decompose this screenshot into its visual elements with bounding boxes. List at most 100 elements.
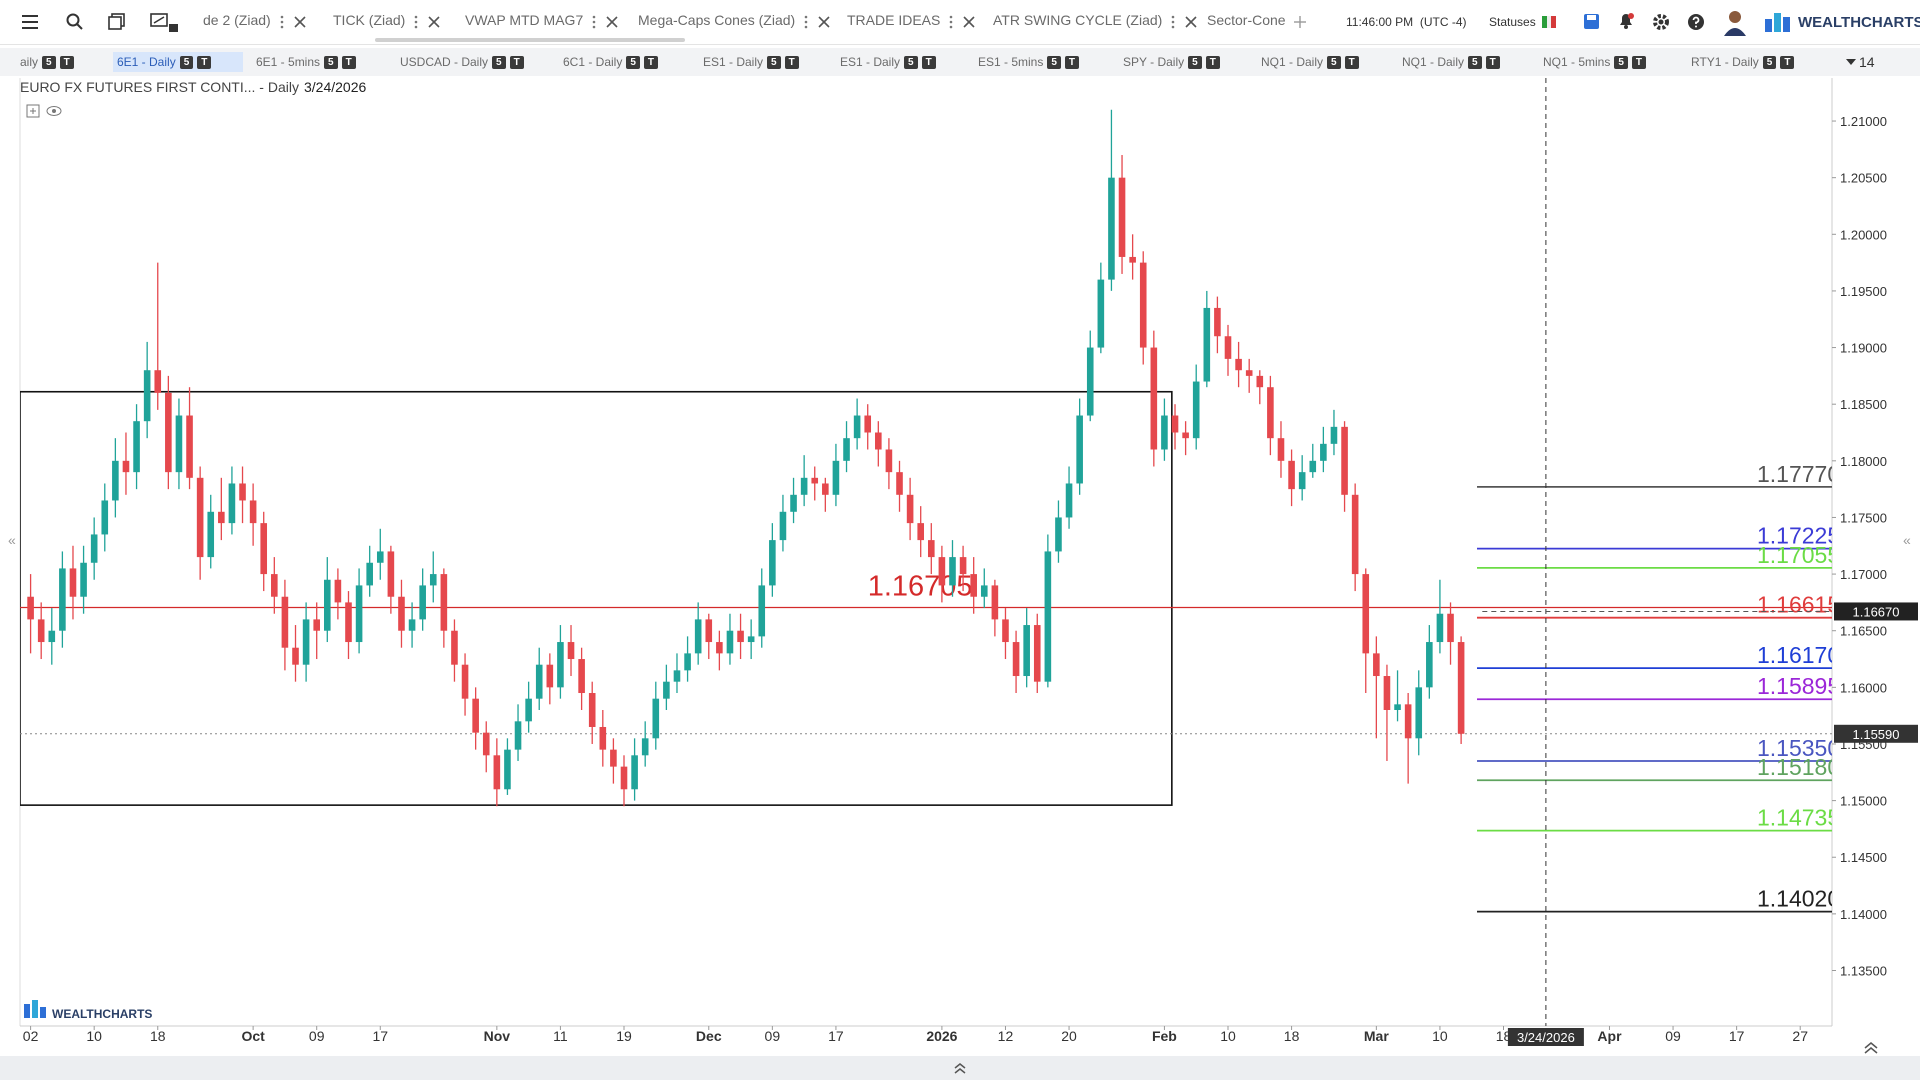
chart-tab-badge[interactable]: 5 xyxy=(179,55,194,69)
layout-tab[interactable]: ATR SWING CYCLE (Ziad) xyxy=(993,12,1163,28)
dropdown-icon xyxy=(1846,59,1856,65)
chart-tab-badge[interactable]: T xyxy=(59,55,74,69)
statuses[interactable]: Statuses xyxy=(1489,15,1556,29)
layout-tab[interactable]: TRADE IDEAS xyxy=(847,12,941,28)
watermark-text: WEALTHCHARTS xyxy=(52,1007,152,1021)
chart-tools[interactable] xyxy=(26,104,62,118)
chart-tab-badge[interactable]: 5 xyxy=(767,55,781,69)
chart-tab[interactable]: SPY - Daily 5 T xyxy=(1119,52,1224,72)
layouts-button[interactable] xyxy=(108,13,126,31)
candle-body xyxy=(69,568,77,597)
search-button[interactable] xyxy=(66,13,84,31)
chart-tab-badge[interactable]: T xyxy=(341,55,356,69)
chart-tab-label: NQ1 - 5mins xyxy=(1543,55,1611,69)
candle-body xyxy=(472,698,479,733)
logo-bar xyxy=(24,1004,30,1018)
chart-tab-badge[interactable]: T xyxy=(1780,55,1795,69)
chart-tab-badge[interactable]: 5 xyxy=(1762,55,1777,69)
chart-tab-badge[interactable]: T xyxy=(643,55,659,69)
chart-tab-badge[interactable]: T xyxy=(197,55,212,69)
tab-actions[interactable] xyxy=(591,15,621,29)
tab-actions[interactable] xyxy=(413,15,443,29)
save-button[interactable] xyxy=(1583,13,1601,31)
eye-tool[interactable] xyxy=(46,106,62,116)
chart-tab-badge[interactable]: T xyxy=(921,55,936,69)
y-tick-label: 1.14500 xyxy=(1840,850,1887,865)
chart-tab-badge[interactable]: T xyxy=(784,55,799,69)
layout-tab[interactable]: Sector-Cone xyxy=(1207,12,1286,28)
user-avatar[interactable] xyxy=(1722,8,1748,36)
expand-panel[interactable] xyxy=(953,1062,967,1074)
last-price-label: 1.15590 xyxy=(1853,727,1900,742)
right-collapse[interactable]: « xyxy=(1903,532,1911,548)
x-tick-label: 18 xyxy=(150,1028,166,1044)
add-tool[interactable] xyxy=(26,104,40,118)
chart-tab[interactable]: aily 5 T xyxy=(16,52,78,72)
chart-tab-badge[interactable]: T xyxy=(1631,55,1647,69)
add-tab[interactable] xyxy=(1293,15,1307,29)
candle-body xyxy=(1002,619,1009,643)
chart-tab-badge[interactable]: T xyxy=(1064,55,1080,69)
layout-tab[interactable]: VWAP MTD MAG7 xyxy=(465,12,584,28)
chart-tab-badge[interactable]: 5 xyxy=(1614,55,1628,69)
chart-tab-badge[interactable]: 5 xyxy=(42,55,56,69)
candle-body xyxy=(292,647,299,665)
chart-tab[interactable]: 6E1 - 5mins 5 T xyxy=(252,52,360,72)
chart-tab-badge[interactable]: 5 xyxy=(1468,55,1482,69)
scroll-up[interactable] xyxy=(1864,1042,1878,1049)
layout-tab[interactable]: TICK (Ziad) xyxy=(333,12,406,28)
tab-actions[interactable] xyxy=(279,15,309,29)
chart-tab[interactable]: NQ1 - Daily 5 T xyxy=(1398,52,1504,72)
chart-tab-badge[interactable]: T xyxy=(509,55,524,69)
chart-tab-badge[interactable]: 5 xyxy=(492,55,506,69)
menu-button[interactable] xyxy=(22,14,40,30)
candle-body xyxy=(1182,432,1189,439)
ai-button[interactable] xyxy=(150,12,180,34)
chart-tab-label: aily xyxy=(20,55,39,69)
tab-actions[interactable] xyxy=(948,15,978,29)
tab-actions[interactable] xyxy=(1170,15,1200,29)
chart-tab-badge[interactable]: 5 xyxy=(1188,55,1202,69)
chart-tab-badge[interactable]: 5 xyxy=(1047,55,1061,69)
candle-body xyxy=(239,483,246,501)
chart-tab[interactable]: RTY1 - Daily 5 T xyxy=(1687,52,1798,72)
chart-tab[interactable]: NQ1 - Daily 5 T xyxy=(1257,52,1363,72)
chart-tab-badge[interactable]: 5 xyxy=(1327,55,1341,69)
candle-body xyxy=(694,619,702,654)
chart-tab[interactable]: 6C1 - Daily 5 T xyxy=(559,52,662,72)
left-collapse[interactable]: « xyxy=(8,532,16,548)
tab-count[interactable]: 14 xyxy=(1846,54,1875,70)
clock: 11:46:00 PM (UTC -4) xyxy=(1346,15,1467,29)
candle-body xyxy=(525,698,532,722)
chart-tab-label: RTY1 - Daily xyxy=(1691,55,1759,69)
chart-tab-label: ES1 - 5mins xyxy=(978,55,1044,69)
candle-body xyxy=(80,562,87,597)
chart-tab-badge[interactable]: T xyxy=(1344,55,1359,69)
candle-body xyxy=(376,551,384,563)
chart-tab[interactable]: ES1 - Daily 5 T xyxy=(699,52,803,72)
chart-tab[interactable]: USDCAD - Daily 5 T xyxy=(396,52,528,72)
candle-body xyxy=(641,738,649,756)
candle-body xyxy=(949,557,956,586)
chart-tab[interactable]: ES1 - 5mins 5 T xyxy=(974,52,1083,72)
scroll-up xyxy=(1864,1047,1878,1054)
help-button[interactable] xyxy=(1686,12,1706,32)
layout-tab[interactable]: Mega-Caps Cones (Ziad) xyxy=(638,12,796,28)
level-label: 1.16170 xyxy=(1757,642,1840,668)
candle-body xyxy=(567,642,575,660)
chart-tab-badge[interactable]: 5 xyxy=(626,55,640,69)
chart-tab[interactable]: ES1 - Daily 5 T xyxy=(836,52,940,72)
candle-body xyxy=(1023,625,1030,677)
settings-button[interactable] xyxy=(1651,12,1671,32)
chart-tab-badge[interactable]: 5 xyxy=(904,55,918,69)
chart-tab[interactable]: NQ1 - 5mins 5 T xyxy=(1539,52,1650,72)
chart-tab[interactable]: 6E1 - Daily 5 T xyxy=(113,52,243,72)
alerts-button[interactable] xyxy=(1617,12,1635,30)
chart-tab-badge[interactable]: T xyxy=(1205,55,1220,69)
tab-scrollbar[interactable] xyxy=(375,38,685,42)
layout-tab[interactable]: de 2 (Ziad) xyxy=(203,12,271,28)
chart-tab-badge[interactable]: T xyxy=(1485,55,1500,69)
tab-actions[interactable] xyxy=(803,15,833,29)
chart-tab-badge[interactable]: 5 xyxy=(324,55,338,69)
